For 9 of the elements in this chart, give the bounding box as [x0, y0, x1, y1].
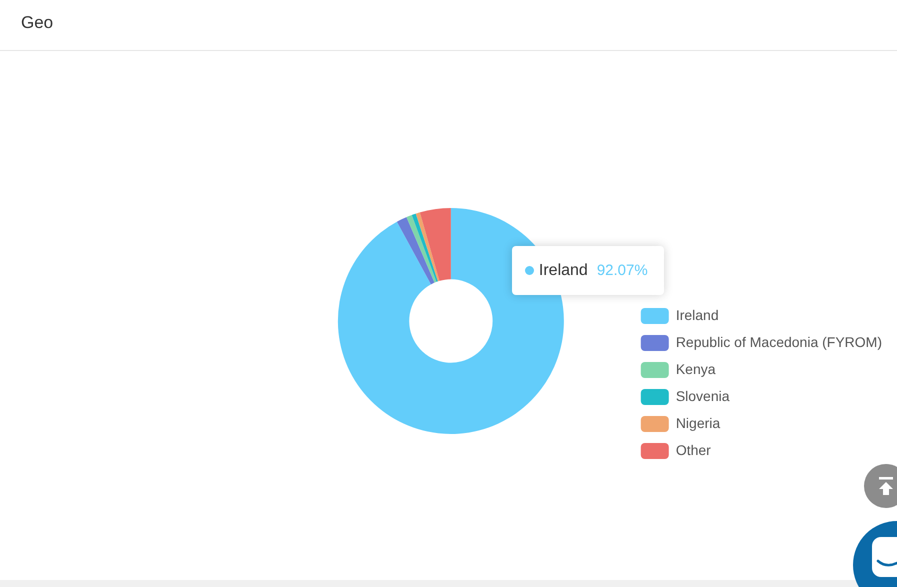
category-label: Ireland: [676, 306, 719, 323]
legend-label: Other: [676, 442, 712, 458]
legend-label: Republic of Macedonia (FYROM): [676, 334, 882, 350]
legend-label: Ireland: [538, 262, 588, 280]
legend-label: Kenya: [676, 360, 716, 377]
data-label: 92.07%: [596, 262, 648, 279]
legend-label: Nigeria: [676, 414, 720, 431]
legend-label: Slovenia: [676, 388, 730, 404]
text: Geo: [21, 13, 54, 33]
